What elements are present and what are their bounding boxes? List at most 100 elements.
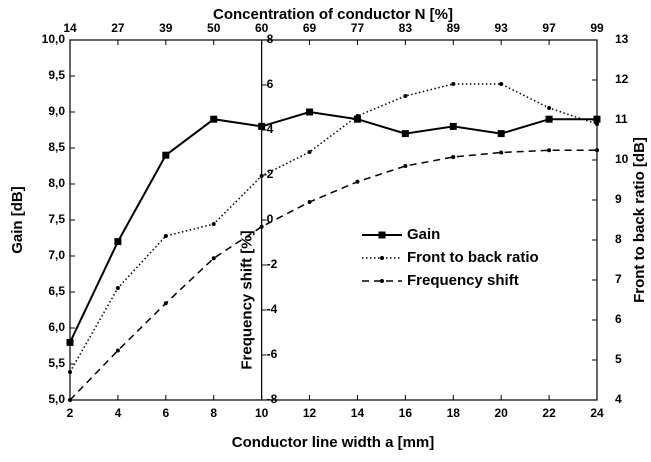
x-tick-label: 22 — [542, 406, 556, 420]
marker — [211, 256, 216, 261]
marker — [547, 106, 552, 110]
y2-tick-label: 5 — [615, 352, 622, 366]
top-tick-label: 83 — [399, 21, 413, 35]
legend-label: Front to back ratio — [407, 249, 539, 266]
top-tick-label: 27 — [111, 21, 125, 35]
y-tick-label: 9,5 — [48, 68, 65, 82]
y3-tick-label: 8 — [267, 32, 274, 46]
marker — [595, 122, 599, 126]
top-tick-label: 89 — [447, 21, 461, 35]
marker — [449, 122, 457, 130]
x-axis-title: Conductor line width a [mm] — [232, 434, 435, 451]
y2-tick-label: 13 — [615, 32, 629, 46]
marker — [259, 224, 264, 229]
x-tick-label: 18 — [447, 406, 461, 420]
marker — [259, 174, 264, 178]
y3-tick-label: -2 — [267, 257, 278, 271]
marker — [307, 200, 312, 204]
marker — [499, 150, 504, 155]
series-line — [69, 83, 598, 373]
top-tick-label: 50 — [207, 21, 221, 35]
marker — [307, 150, 312, 154]
y2-tick-label: 10 — [615, 152, 629, 166]
y2-tick-label: 7 — [615, 272, 622, 286]
marker — [401, 130, 409, 138]
marker — [355, 114, 360, 118]
top-tick-label: 39 — [159, 21, 173, 35]
marker — [68, 370, 72, 374]
marker — [66, 338, 74, 346]
y2-tick-label: 12 — [615, 72, 629, 86]
legend-marker — [380, 256, 384, 260]
y3-tick-label: 0 — [267, 212, 274, 226]
marker — [163, 234, 168, 238]
marker — [353, 115, 361, 123]
top-tick-label: 60 — [255, 21, 269, 35]
x-tick-label: 10 — [255, 406, 269, 420]
x-tick-label: 2 — [67, 406, 74, 420]
marker — [306, 108, 314, 116]
top-axis-title: Concentration of conductor N [%] — [213, 6, 453, 23]
y-tick-label: 6,0 — [48, 320, 65, 334]
marker — [497, 130, 505, 138]
y3-axis-title: Frequency shift [%] — [239, 230, 256, 369]
y2-tick-label: 9 — [615, 192, 622, 206]
x-tick-label: 8 — [210, 406, 217, 420]
x-tick-label: 16 — [399, 406, 413, 420]
y2-tick-label: 4 — [615, 392, 622, 406]
x-tick-label: 6 — [162, 406, 169, 420]
y3-tick-label: 2 — [267, 167, 274, 181]
marker — [355, 179, 360, 184]
y-tick-label: 5,5 — [48, 356, 65, 370]
y3-tick-label: -4 — [267, 302, 278, 316]
y-tick-label: 7,5 — [48, 212, 65, 226]
y-tick-label: 5,0 — [48, 392, 65, 406]
marker — [163, 301, 168, 306]
marker — [403, 94, 408, 98]
marker — [403, 164, 408, 168]
top-tick-label: 69 — [303, 21, 317, 35]
marker — [115, 286, 120, 290]
series-line — [69, 149, 597, 401]
marker — [115, 348, 120, 353]
y2-axis-title: Front to back ratio [dB] — [631, 137, 648, 303]
top-tick-label: 99 — [590, 21, 604, 35]
marker — [593, 115, 601, 123]
marker — [545, 115, 553, 123]
marker — [258, 122, 266, 130]
marker — [162, 151, 170, 159]
y2-tick-label: 11 — [615, 112, 628, 126]
y-tick-label: 6,5 — [48, 284, 65, 298]
top-tick-label: 93 — [495, 21, 509, 35]
marker — [68, 398, 72, 402]
y2-tick-label: 8 — [615, 232, 622, 246]
x-tick-label: 24 — [590, 406, 604, 420]
top-tick-label: 14 — [63, 21, 77, 35]
y-tick-label: 8,5 — [48, 140, 65, 154]
top-tick-label: 77 — [351, 21, 365, 35]
y2-tick-label: 6 — [615, 312, 622, 326]
top-tick-label: 97 — [542, 21, 556, 35]
marker — [210, 115, 218, 123]
y3-tick-label: -8 — [267, 392, 278, 406]
y-tick-label: 7,0 — [48, 248, 65, 262]
marker — [595, 148, 599, 153]
marker — [451, 155, 456, 159]
x-tick-label: 20 — [495, 406, 509, 420]
marker — [547, 148, 552, 153]
y3-tick-label: 4 — [267, 122, 274, 136]
y3-tick-label: 6 — [267, 77, 274, 91]
x-tick-label: 4 — [115, 406, 122, 420]
y-tick-label: 8,0 — [48, 176, 65, 190]
y3-tick-label: -6 — [267, 347, 278, 361]
marker — [211, 222, 216, 226]
legend-label: Gain — [407, 226, 440, 243]
x-tick-label: 14 — [351, 406, 365, 420]
x-tick-label: 12 — [303, 406, 317, 420]
marker — [499, 82, 504, 86]
marker — [451, 82, 456, 86]
series-line — [69, 110, 597, 343]
y-axis-title: Gain [dB] — [9, 186, 26, 254]
legend-marker — [380, 279, 384, 283]
